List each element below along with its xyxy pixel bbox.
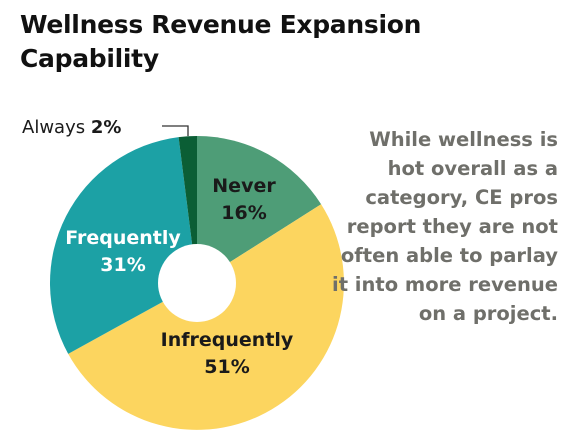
slice-label-never: Never 16% — [212, 175, 276, 224]
slice-label-infrequently: Infrequently 51% — [161, 329, 294, 378]
pie-slice-frequently — [49, 137, 197, 354]
always-leader-line — [162, 125, 189, 136]
slice-label-frequently: Frequently 31% — [65, 227, 181, 276]
donut-hole — [158, 244, 236, 322]
slice-label-always: Always 2% — [22, 117, 121, 138]
chart-title: Wellness Revenue Expansion Capability — [20, 10, 422, 73]
annotation-text: While wellness is hot overall as a categ… — [332, 128, 558, 325]
pie-slice-never — [197, 136, 322, 283]
